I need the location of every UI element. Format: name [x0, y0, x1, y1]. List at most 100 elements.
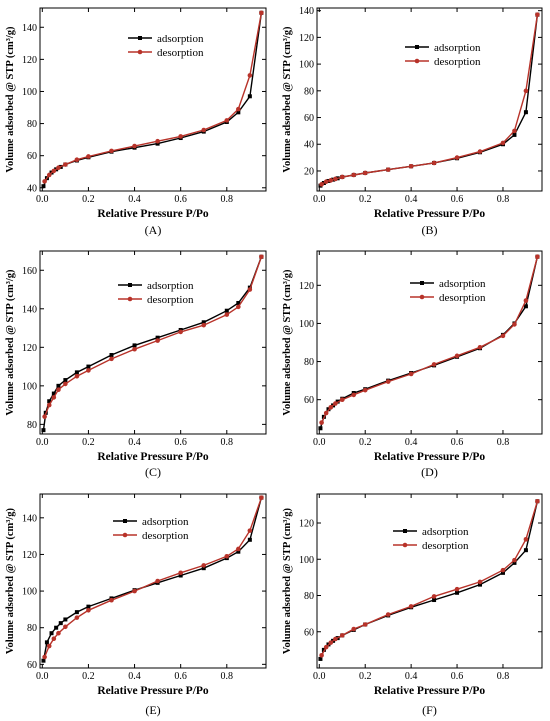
point-desorption: [224, 553, 230, 559]
point-desorption: [523, 537, 529, 542]
x-tick-label: 0.8: [221, 194, 234, 205]
y-axis-label: Volume adsorbed @ STP (cm³/g): [282, 507, 293, 654]
x-tick-label: 0.0: [36, 671, 49, 682]
y-tick-label: 140: [22, 513, 37, 524]
point-desorption: [362, 387, 368, 393]
y-tick-label: 60: [304, 113, 314, 124]
panel-caption: (D): [421, 465, 438, 479]
legend-label-adsorption: adsorption: [147, 280, 194, 292]
point-desorption: [247, 73, 253, 78]
point-adsorption: [155, 335, 160, 340]
point-desorption: [178, 570, 183, 576]
legend-label-desorption: desorption: [157, 47, 204, 59]
legend-label-desorption: desorption: [147, 294, 194, 306]
point-desorption: [46, 402, 52, 408]
point-desorption: [351, 392, 357, 398]
point-desorption: [454, 353, 460, 359]
y-tick-label: 100: [299, 555, 314, 566]
point-desorption: [132, 346, 137, 352]
panel-e: 0.0 0.2 0.4 0.6 0.8 60 80 100 120 140 Relative Pre…: [5, 493, 267, 717]
point-desorption: [56, 630, 61, 636]
point-desorption: [535, 498, 540, 504]
panel-caption: (F): [422, 703, 437, 717]
point-desorption: [523, 298, 529, 303]
point-adsorption: [74, 610, 79, 615]
point-adsorption: [201, 566, 206, 571]
x-tick-label: 0.0: [36, 437, 49, 448]
point-desorption: [431, 362, 437, 367]
point-adsorption: [109, 353, 114, 358]
y-tick-label: 120: [22, 55, 37, 66]
point-desorption: [259, 10, 264, 16]
y-axis-label: Volume adsorbed @ STP (cm³/g): [282, 269, 293, 416]
point-adsorption: [63, 378, 68, 383]
point-adsorption: [86, 364, 91, 369]
x-tick-label: 0.2: [82, 671, 95, 682]
point-desorption: [63, 381, 68, 387]
legend-label-adsorption: adsorption: [434, 42, 481, 54]
y-tick-label: 40: [27, 183, 37, 194]
panel-f: 0.0 0.2 0.4 0.6 0.8 60 80 100 120 Relative Pressu…: [282, 493, 543, 717]
point-desorption: [236, 106, 241, 112]
series-line-desorption: [320, 256, 539, 423]
point-desorption: [247, 528, 253, 533]
y-tick-label: 160: [22, 266, 37, 277]
y-tick-label: 120: [22, 343, 37, 354]
point-desorption: [74, 615, 80, 620]
point-desorption: [385, 167, 391, 172]
point-desorption: [408, 604, 414, 609]
y-tick-label: 80: [304, 86, 314, 97]
point-adsorption: [44, 640, 49, 645]
legend-marker-adsorption: [415, 45, 419, 49]
series-line-adsorption: [319, 14, 539, 187]
point-adsorption: [512, 560, 517, 565]
point-desorption: [63, 162, 68, 167]
x-tick-label: 0.8: [497, 437, 510, 448]
y-tick-label: 100: [22, 587, 37, 598]
point-desorption: [51, 395, 57, 400]
plot-frame: [39, 250, 267, 435]
x-tick-label: 0.0: [313, 671, 326, 682]
point-desorption: [259, 254, 264, 260]
point-desorption: [362, 170, 368, 176]
point-adsorption: [478, 582, 483, 587]
plot-frame: [39, 493, 267, 669]
y-axis-label: Volume adsorbed @ STP (cm³/g): [282, 26, 293, 173]
y-axis-label: Volume adsorbed @ STP (cm³/g): [5, 26, 16, 173]
panel-caption: (C): [145, 465, 161, 479]
point-desorption: [500, 567, 506, 573]
point-desorption: [56, 165, 61, 171]
x-axis-label: Relative Pressure P/Po: [374, 208, 486, 220]
y-tick-label: 140: [22, 23, 37, 34]
legend-label-desorption: desorption: [439, 292, 486, 304]
point-adsorption: [318, 426, 323, 431]
point-adsorption: [523, 304, 528, 309]
point-desorption: [408, 371, 414, 377]
point-adsorption: [41, 184, 46, 189]
point-desorption: [63, 624, 68, 630]
legend-marker-desorption: [137, 49, 143, 55]
point-adsorption: [132, 343, 137, 348]
x-axis-label: Relative Pressure P/Po: [374, 451, 486, 463]
legend-marker-desorption: [122, 532, 128, 538]
series-line-desorption: [44, 12, 263, 182]
point-desorption: [86, 368, 91, 373]
point-desorption: [333, 636, 338, 642]
y-tick-label: 100: [299, 60, 314, 71]
series-line-desorption: [321, 14, 539, 185]
point-adsorption: [512, 132, 517, 137]
legend-marker-desorption: [419, 294, 425, 300]
point-desorption: [535, 12, 540, 17]
point-desorption: [132, 588, 137, 594]
point-desorption: [454, 155, 460, 160]
x-tick-label: 0.4: [405, 194, 418, 205]
point-adsorption: [155, 141, 160, 146]
point-desorption: [351, 172, 357, 178]
x-tick-label: 0.8: [497, 671, 510, 682]
x-tick-label: 0.0: [313, 194, 326, 205]
point-desorption: [339, 174, 345, 180]
point-desorption: [319, 653, 324, 658]
point-desorption: [132, 143, 137, 149]
point-adsorption: [47, 399, 52, 404]
point-desorption: [56, 387, 61, 392]
